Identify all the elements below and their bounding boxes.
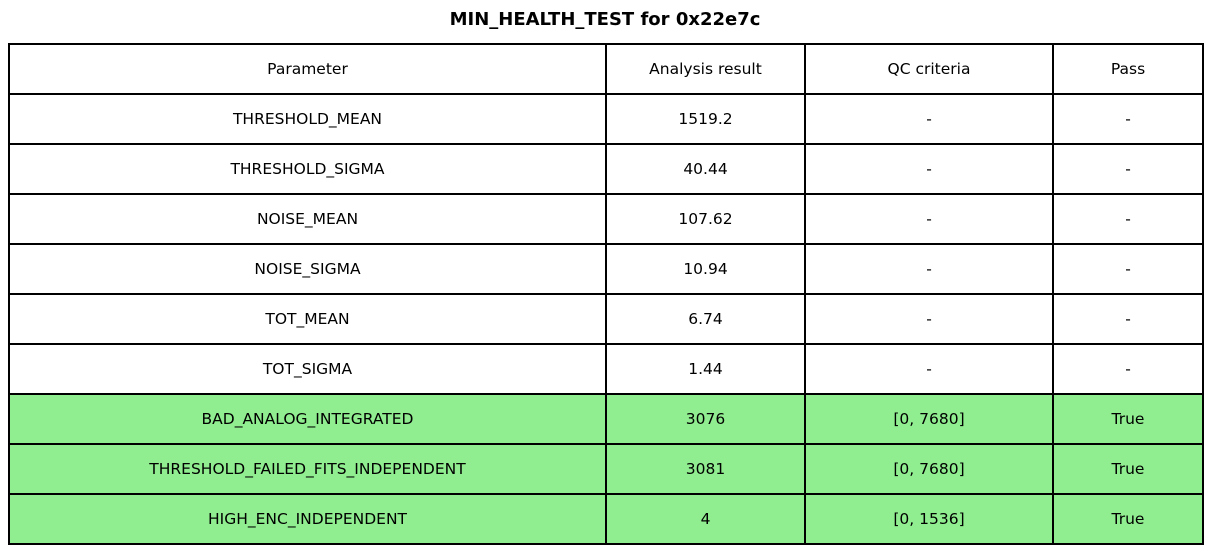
cell-analysis-result: 1.44 — [605, 343, 806, 395]
table-row: THRESHOLD_SIGMA 40.44 - - — [8, 143, 1204, 195]
table-row-passed: BAD_ANALOG_INTEGRATED 3076 [0, 7680] Tru… — [8, 393, 1204, 445]
table-row-passed: THRESHOLD_FAILED_FITS_INDEPENDENT 3081 [… — [8, 443, 1204, 495]
page-title: MIN_HEALTH_TEST for 0x22e7c — [449, 9, 761, 30]
table-row: TOT_SIGMA 1.44 - - — [8, 343, 1204, 395]
cell-qc-criteria: - — [804, 293, 1054, 345]
table-row: NOISE_MEAN 107.62 - - — [8, 193, 1204, 245]
cell-parameter: NOISE_SIGMA — [8, 243, 607, 295]
table-row-passed: HIGH_ENC_INDEPENDENT 4 [0, 1536] True — [8, 493, 1204, 545]
cell-parameter: BAD_ANALOG_INTEGRATED — [8, 393, 607, 445]
cell-pass: - — [1052, 193, 1204, 245]
cell-analysis-result: 3076 — [605, 393, 806, 445]
cell-pass: - — [1052, 93, 1204, 145]
cell-qc-criteria: - — [804, 193, 1054, 245]
cell-pass: True — [1052, 443, 1204, 495]
column-header-analysis-result: Analysis result — [605, 43, 806, 95]
cell-analysis-result: 4 — [605, 493, 806, 545]
cell-pass: - — [1052, 243, 1204, 295]
cell-pass: - — [1052, 143, 1204, 195]
cell-analysis-result: 3081 — [605, 443, 806, 495]
cell-parameter: THRESHOLD_SIGMA — [8, 143, 607, 195]
cell-pass: True — [1052, 393, 1204, 445]
cell-qc-criteria: - — [804, 243, 1054, 295]
column-header-qc-criteria: QC criteria — [804, 43, 1054, 95]
table-row: NOISE_SIGMA 10.94 - - — [8, 243, 1204, 295]
cell-qc-criteria: [0, 1536] — [804, 493, 1054, 545]
cell-qc-criteria: - — [804, 143, 1054, 195]
cell-parameter: TOT_MEAN — [8, 293, 607, 345]
column-header-parameter: Parameter — [8, 43, 607, 95]
cell-analysis-result: 40.44 — [605, 143, 806, 195]
cell-analysis-result: 1519.2 — [605, 93, 806, 145]
cell-parameter: HIGH_ENC_INDEPENDENT — [8, 493, 607, 545]
cell-parameter: THRESHOLD_MEAN — [8, 93, 607, 145]
cell-qc-criteria: [0, 7680] — [804, 393, 1054, 445]
cell-qc-criteria: [0, 7680] — [804, 443, 1054, 495]
cell-qc-criteria: - — [804, 93, 1054, 145]
cell-parameter: THRESHOLD_FAILED_FITS_INDEPENDENT — [8, 443, 607, 495]
cell-pass: - — [1052, 343, 1204, 395]
health-test-table: Parameter Analysis result QC criteria Pa… — [8, 43, 1204, 545]
table-row: TOT_MEAN 6.74 - - — [8, 293, 1204, 345]
cell-qc-criteria: - — [804, 343, 1054, 395]
cell-pass: True — [1052, 493, 1204, 545]
cell-analysis-result: 107.62 — [605, 193, 806, 245]
column-header-pass: Pass — [1052, 43, 1204, 95]
cell-analysis-result: 10.94 — [605, 243, 806, 295]
table-row: THRESHOLD_MEAN 1519.2 - - — [8, 93, 1204, 145]
cell-parameter: NOISE_MEAN — [8, 193, 607, 245]
cell-analysis-result: 6.74 — [605, 293, 806, 345]
cell-pass: - — [1052, 293, 1204, 345]
table-header-row: Parameter Analysis result QC criteria Pa… — [8, 43, 1204, 95]
cell-parameter: TOT_SIGMA — [8, 343, 607, 395]
